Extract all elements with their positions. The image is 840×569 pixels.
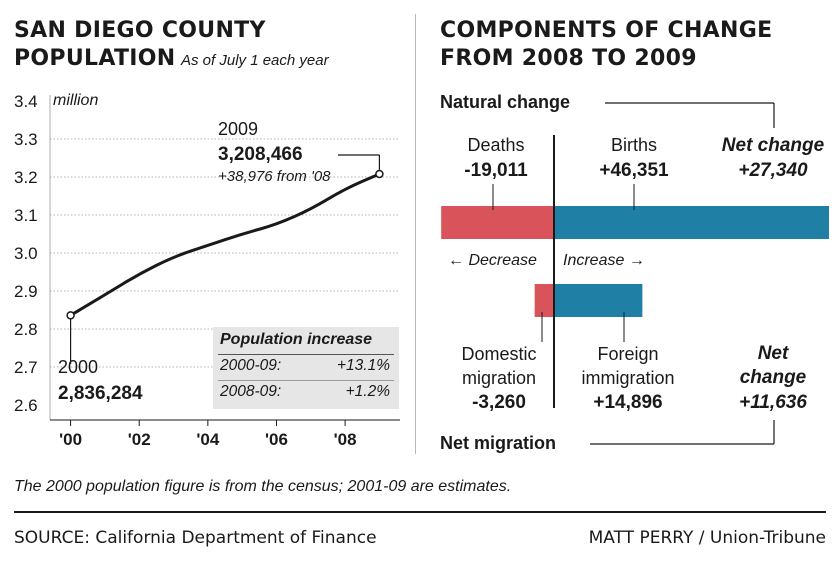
increase-row-period: 2000-09: bbox=[220, 357, 282, 374]
increase-label: Increase → bbox=[563, 252, 645, 269]
components-bar-chart bbox=[441, 102, 829, 445]
increase-box-title: Population increase bbox=[220, 331, 373, 348]
net-change-label-migration: Net change bbox=[706, 342, 840, 390]
footnote: The 2000 population figure is from the c… bbox=[14, 478, 512, 495]
increase-row-value: +1.2% bbox=[345, 383, 390, 400]
bar-births bbox=[554, 206, 829, 239]
deaths-value: -19,011 bbox=[464, 160, 528, 181]
increase-box-rule bbox=[218, 354, 394, 355]
callout-2009-delta: +38,976 from '08 bbox=[218, 168, 331, 185]
increase-row-value: +13.1% bbox=[336, 357, 390, 374]
increase-box-rule bbox=[218, 380, 394, 381]
foreign-immigration-label: Foreign immigration bbox=[566, 342, 690, 390]
right-title-line2: FROM 2008 TO 2009 bbox=[440, 46, 697, 71]
foreign-label-line1: Foreign bbox=[597, 344, 659, 364]
callout-2009-year: 2009 bbox=[218, 119, 259, 139]
footer-rule bbox=[14, 511, 826, 513]
deaths-label: Deaths bbox=[467, 135, 525, 155]
x-tick-label: '00 bbox=[59, 430, 82, 449]
x-tick-label: '04 bbox=[196, 430, 219, 449]
bar-deaths bbox=[441, 206, 554, 239]
y-tick-label: 3.3 bbox=[14, 130, 38, 149]
x-tick-label: '06 bbox=[265, 430, 288, 449]
increase-row-period: 2008-09: bbox=[220, 383, 282, 400]
decrease-text: Decrease bbox=[468, 252, 537, 269]
domestic-value: -3,260 bbox=[472, 392, 526, 413]
y-tick-label: 2.9 bbox=[14, 282, 38, 301]
population-line bbox=[69, 172, 381, 317]
left-title-line2: POPULATION bbox=[14, 46, 176, 71]
panel-divider bbox=[415, 14, 416, 454]
y-tick-label: 2.7 bbox=[14, 358, 38, 377]
y-tick-label: 3.0 bbox=[14, 244, 38, 263]
callout-2000-year: 2000 bbox=[58, 357, 99, 377]
callout-2009-value: 3,208,466 bbox=[218, 144, 303, 165]
x-tick-label: '02 bbox=[128, 430, 151, 449]
increase-text: Increase bbox=[563, 252, 625, 269]
y-tick-label: 3.4 bbox=[14, 92, 38, 111]
domestic-label-line1: Domestic bbox=[461, 344, 537, 364]
y-tick-label: 3.1 bbox=[14, 206, 38, 225]
natural-change-label: Natural change bbox=[440, 92, 575, 113]
y-tick-label: 3.2 bbox=[14, 168, 38, 187]
right-title-line1: COMPONENTS OF CHANGE bbox=[440, 18, 773, 43]
net-change-label-line2: change bbox=[739, 367, 807, 388]
foreign-label-line2: immigration bbox=[581, 368, 675, 388]
bar-domestic-migration bbox=[534, 284, 554, 317]
net-change-value-natural: +27,340 bbox=[738, 160, 808, 181]
foreign-value: +14,896 bbox=[593, 392, 663, 413]
x-tick-label: '08 bbox=[334, 430, 357, 449]
callout-2000-value: 2,836,284 bbox=[58, 383, 143, 404]
left-subtitle: As of July 1 each year bbox=[181, 52, 329, 69]
net-change-label-line1: Net bbox=[757, 343, 789, 364]
population-increase-box: Population increase 2000-09: +13.1% 2008… bbox=[213, 327, 399, 409]
credit-text: MATT PERRY / Union-Tribune bbox=[588, 528, 826, 548]
net-change-label-natural: Net change bbox=[721, 135, 825, 156]
births-label: Births bbox=[610, 135, 657, 155]
left-title-line1: SAN DIEGO COUNTY bbox=[14, 18, 266, 43]
domestic-migration-label: Domestic migration bbox=[440, 342, 558, 390]
point-2009 bbox=[375, 169, 384, 179]
births-value: +46,351 bbox=[599, 160, 669, 181]
decrease-label: ← Decrease bbox=[448, 252, 537, 269]
point-2000 bbox=[66, 311, 75, 320]
net-change-value-migration: +11,636 bbox=[739, 392, 807, 413]
y-tick-label: 2.8 bbox=[14, 320, 38, 339]
source-text: SOURCE: California Department of Finance bbox=[14, 528, 377, 548]
y-unit-label: million bbox=[53, 92, 99, 109]
y-tick-label: 2.6 bbox=[14, 396, 38, 415]
net-migration-label: Net migration bbox=[440, 433, 561, 454]
domestic-label-line2: migration bbox=[461, 368, 537, 388]
bar-foreign-immigration bbox=[554, 284, 643, 317]
